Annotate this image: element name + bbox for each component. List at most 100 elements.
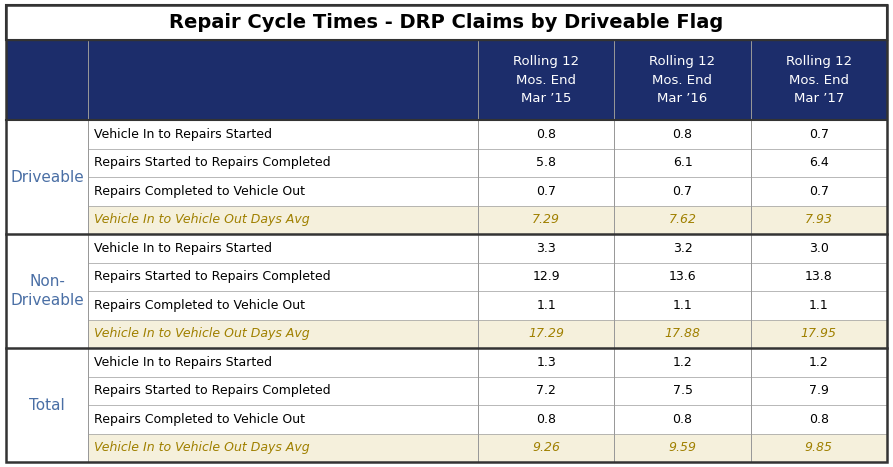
Text: 17.88: 17.88	[664, 327, 700, 340]
Text: 1.2: 1.2	[809, 356, 829, 369]
Text: Vehicle In to Repairs Started: Vehicle In to Repairs Started	[94, 128, 272, 141]
Bar	[478, 262, 614, 291]
Text: 0.8: 0.8	[536, 128, 556, 141]
Text: 7.62: 7.62	[669, 213, 697, 226]
Text: 5.8: 5.8	[536, 156, 556, 169]
Text: 1.2: 1.2	[672, 356, 692, 369]
Bar	[614, 291, 751, 319]
Bar	[751, 177, 887, 205]
Text: 7.5: 7.5	[672, 384, 692, 397]
Bar	[478, 205, 614, 234]
Bar	[478, 120, 614, 149]
Text: 0.8: 0.8	[809, 413, 829, 426]
Bar	[751, 319, 887, 348]
Text: 9.26: 9.26	[532, 441, 560, 454]
Bar	[614, 177, 751, 205]
Bar	[751, 433, 887, 462]
Text: 13.8: 13.8	[805, 270, 832, 283]
Bar	[478, 433, 614, 462]
Text: 13.6: 13.6	[669, 270, 697, 283]
Text: 1.1: 1.1	[672, 299, 692, 312]
Bar	[614, 40, 751, 120]
Bar	[478, 348, 614, 376]
Text: 0.8: 0.8	[672, 128, 692, 141]
Bar	[88, 234, 478, 262]
Text: 0.7: 0.7	[809, 185, 829, 198]
Text: 7.9: 7.9	[809, 384, 829, 397]
Bar	[88, 405, 478, 433]
Bar	[6, 348, 88, 462]
Bar	[751, 262, 887, 291]
Bar	[6, 5, 887, 40]
Bar	[478, 291, 614, 319]
Bar	[478, 319, 614, 348]
Text: 6.4: 6.4	[809, 156, 829, 169]
Bar	[751, 348, 887, 376]
Bar	[751, 405, 887, 433]
Text: Rolling 12
Mos. End
Mar ’15: Rolling 12 Mos. End Mar ’15	[513, 56, 580, 105]
Text: Rolling 12
Mos. End
Mar ’17: Rolling 12 Mos. End Mar ’17	[786, 56, 852, 105]
Bar	[6, 120, 88, 234]
Text: 0.7: 0.7	[536, 185, 556, 198]
Text: Vehicle In to Vehicle Out Days Avg: Vehicle In to Vehicle Out Days Avg	[94, 441, 310, 454]
Bar	[478, 405, 614, 433]
Text: 1.1: 1.1	[537, 299, 556, 312]
Bar	[614, 348, 751, 376]
Bar	[88, 376, 478, 405]
Text: 3.0: 3.0	[809, 242, 829, 255]
Text: 1.1: 1.1	[809, 299, 829, 312]
Text: Repairs Started to Repairs Completed: Repairs Started to Repairs Completed	[94, 384, 330, 397]
Bar	[88, 149, 478, 177]
Bar	[614, 205, 751, 234]
Bar	[88, 433, 478, 462]
Text: Vehicle In to Repairs Started: Vehicle In to Repairs Started	[94, 356, 272, 369]
Text: Repairs Completed to Vehicle Out: Repairs Completed to Vehicle Out	[94, 299, 305, 312]
Bar	[751, 40, 887, 120]
Bar	[478, 40, 614, 120]
Bar	[6, 234, 88, 348]
Bar	[478, 234, 614, 262]
Bar	[751, 234, 887, 262]
Bar	[478, 177, 614, 205]
Bar	[614, 433, 751, 462]
Bar	[614, 376, 751, 405]
Bar	[614, 120, 751, 149]
Text: 1.3: 1.3	[537, 356, 556, 369]
Bar	[614, 405, 751, 433]
Bar	[614, 149, 751, 177]
Bar	[88, 348, 478, 376]
Bar	[751, 205, 887, 234]
Text: 3.2: 3.2	[672, 242, 692, 255]
Bar	[614, 319, 751, 348]
Text: 0.8: 0.8	[672, 413, 692, 426]
Text: 17.95: 17.95	[801, 327, 837, 340]
Text: Repairs Started to Repairs Completed: Repairs Started to Repairs Completed	[94, 270, 330, 283]
Text: Vehicle In to Vehicle Out Days Avg: Vehicle In to Vehicle Out Days Avg	[94, 327, 310, 340]
Text: 9.85: 9.85	[805, 441, 833, 454]
Text: Repairs Started to Repairs Completed: Repairs Started to Repairs Completed	[94, 156, 330, 169]
Text: 12.9: 12.9	[532, 270, 560, 283]
Bar	[88, 262, 478, 291]
Bar	[88, 120, 478, 149]
Text: 0.7: 0.7	[809, 128, 829, 141]
Text: 9.59: 9.59	[669, 441, 697, 454]
Bar	[751, 120, 887, 149]
Text: Total: Total	[29, 397, 65, 412]
Text: 3.3: 3.3	[537, 242, 556, 255]
Text: 7.29: 7.29	[532, 213, 560, 226]
Text: Driveable: Driveable	[10, 170, 84, 184]
Text: Rolling 12
Mos. End
Mar ’16: Rolling 12 Mos. End Mar ’16	[649, 56, 715, 105]
Bar	[6, 40, 478, 120]
Bar	[478, 149, 614, 177]
Bar	[88, 319, 478, 348]
Bar	[88, 205, 478, 234]
Text: 7.93: 7.93	[805, 213, 833, 226]
Bar	[751, 376, 887, 405]
Bar	[614, 234, 751, 262]
Text: Repairs Completed to Vehicle Out: Repairs Completed to Vehicle Out	[94, 413, 305, 426]
Text: Repair Cycle Times - DRP Claims by Driveable Flag: Repair Cycle Times - DRP Claims by Drive…	[170, 13, 723, 32]
Bar	[751, 149, 887, 177]
Bar	[478, 376, 614, 405]
Bar	[751, 291, 887, 319]
Text: 0.7: 0.7	[672, 185, 692, 198]
